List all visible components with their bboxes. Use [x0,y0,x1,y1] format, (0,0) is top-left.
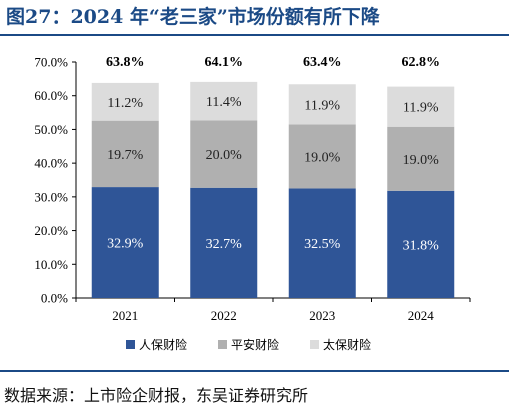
data-label: 11.4% [206,95,242,110]
legend-swatch [126,340,135,349]
source-rule [0,370,509,372]
bar-segment [190,81,258,121]
y-tick-label: 20.0% [34,223,68,238]
bar-segment [387,190,455,298]
legend-label: 平安财险 [231,337,279,352]
market-share-chart: 0.0% 10.0% 20.0% 30.0% 40.0% 50.0% 60.0% 70.0% 3… [34,55,471,352]
y-tick-label: 50.0% [34,122,68,137]
bar-segment [190,187,258,298]
x-tick-label: 2023 [309,308,335,323]
legend-swatch [218,340,227,349]
bar-segment [387,86,455,127]
data-label: 19.0% [403,153,440,168]
total-label: 62.8% [402,55,441,70]
total-label: 64.1% [205,55,244,70]
x-tick-label: 2022 [211,308,237,323]
total-label: 63.8% [106,55,145,70]
data-label: 31.8% [403,238,440,253]
y-tick-label: 10.0% [34,257,68,272]
bar-segment [190,120,258,188]
legend-label: 太保财险 [323,337,371,352]
bar-segment [288,124,356,189]
source-note: 数据来源：上市险企财报，东吴证券研究所 [4,386,309,405]
bar-segment [288,188,356,298]
y-tick-label: 0.0% [41,291,68,306]
data-label: 32.7% [206,237,243,252]
y-tick-label: 30.0% [34,189,68,204]
data-label: 32.5% [304,237,341,252]
bar-segment [288,84,356,125]
figure-title: 图27：2024 年“老三家”市场份额有所下降 [6,6,380,28]
x-tick-label: 2024 [408,308,435,323]
y-tick-label: 40.0% [34,156,68,171]
y-tick-label: 60.0% [34,88,68,103]
bar-segment [91,187,159,298]
bar-segment [91,82,159,121]
data-label: 19.7% [107,148,144,163]
data-label: 11.9% [403,101,439,116]
y-tick-label: 70.0% [34,55,68,70]
data-label: 32.9% [107,237,144,252]
bar-segment [387,126,455,191]
total-label: 63.4% [303,55,342,70]
legend-swatch [310,340,319,349]
data-label: 11.9% [304,98,340,113]
bar-segment [91,120,159,188]
data-label: 19.0% [304,150,341,165]
data-label: 20.0% [206,148,243,163]
data-label: 11.2% [107,96,143,111]
x-tick-label: 2021 [112,308,138,323]
title-rule [0,34,509,36]
legend-label: 人保财险 [139,337,187,352]
